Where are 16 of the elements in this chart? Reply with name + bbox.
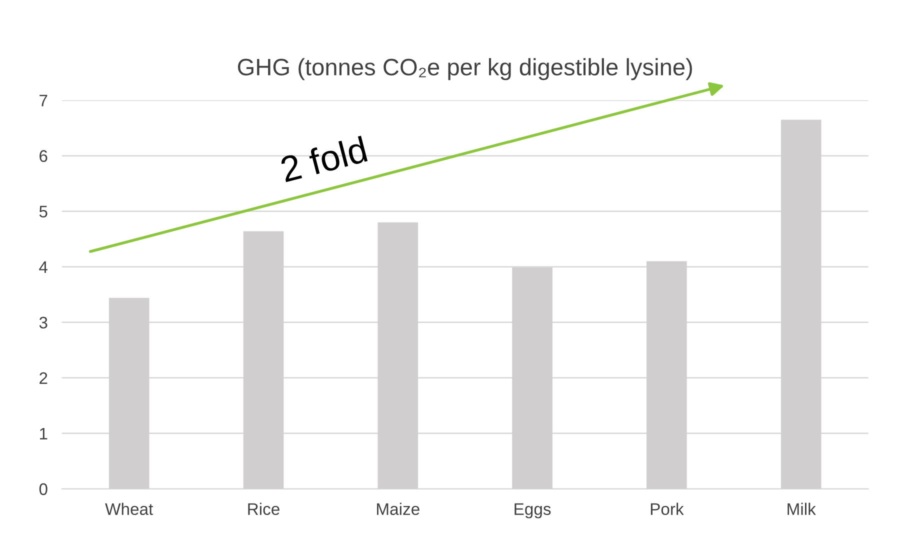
- x-tick-label: Pork: [650, 502, 684, 516]
- y-tick-label: 0: [39, 483, 48, 496]
- chart-title: GHG (tonnes CO₂e per kg digestible lysine): [238, 58, 692, 80]
- x-tick-label: Eggs: [514, 503, 551, 518]
- y-tick-label: 4: [39, 261, 48, 273]
- y-tick-label: 5: [39, 206, 48, 218]
- y-tick-label: 6: [40, 150, 48, 162]
- x-tick-label: Milk: [788, 502, 816, 515]
- y-tick-label: 1: [40, 428, 48, 440]
- annotation: 2 fold: [280, 136, 368, 182]
- x-tick-label: Wheat: [105, 502, 154, 516]
- y-tick-label: 3: [39, 316, 48, 329]
- x-tick-label: Maize: [377, 502, 420, 516]
- y-tick-label: 7: [40, 94, 48, 106]
- y-tick-label: 2: [40, 372, 48, 384]
- x-tick-label: Rice: [248, 502, 280, 516]
